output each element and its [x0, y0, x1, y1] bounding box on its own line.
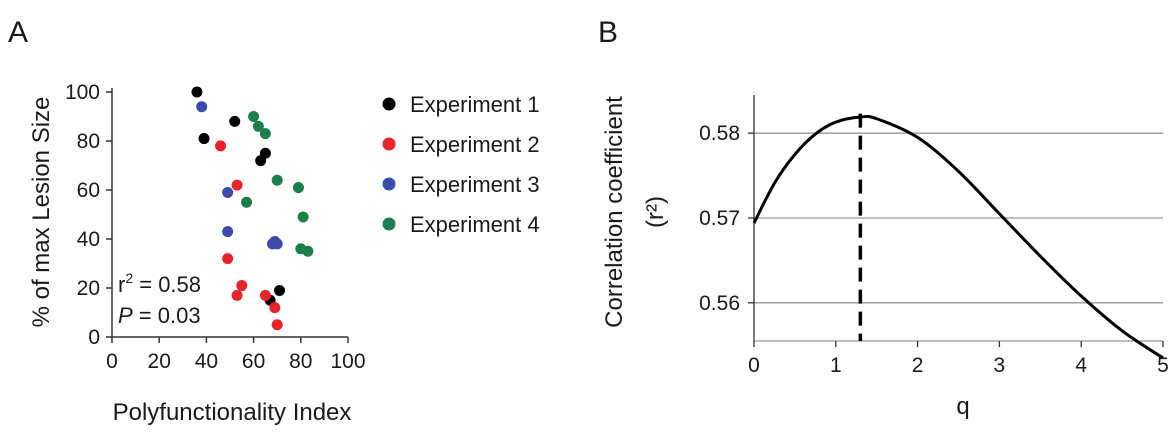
scatter-point — [292, 182, 304, 194]
legend-label: Experiment 4 — [410, 212, 540, 237]
r-squared-annotation: r2 = 0.58 — [118, 270, 201, 297]
scatter-point — [236, 280, 248, 292]
legend-marker — [382, 217, 396, 231]
panel-a-axes — [111, 88, 348, 338]
panel-a-y-tick-label: 60 — [77, 179, 100, 202]
panel-a-points — [191, 86, 314, 331]
scatter-point — [259, 147, 271, 159]
legend-label: Experiment 1 — [410, 92, 540, 117]
legend-marker — [382, 137, 396, 151]
legend-marker — [382, 97, 396, 111]
panel-b-x-tick-label: 4 — [1075, 354, 1087, 377]
scatter-point — [222, 186, 234, 198]
panel-a-x-tick-label: 80 — [289, 350, 312, 373]
panel-a-legend: Experiment 1 Experiment 2 Experiment 3 Expe… — [382, 92, 540, 237]
legend-label: Experiment 2 — [410, 132, 540, 157]
panel-b-ticks: 0 1 2 3 4 5 0.56 0.57 0.58 — [699, 122, 1169, 377]
scatter-point — [191, 86, 203, 98]
panel-a-x-axis-label: Polyfunctionality Index — [113, 399, 352, 426]
panel-b-x-tick-label: 1 — [830, 354, 842, 377]
panel-b-y-axis-label-units: (r²) — [642, 196, 669, 228]
panel-a-x-tick-label: 40 — [195, 350, 218, 373]
scatter-point — [271, 174, 283, 186]
panel-a-y-tick-label: 100 — [65, 81, 100, 104]
panel-b-series — [752, 113, 1164, 360]
scatter-point — [259, 128, 271, 140]
panel-a-y-axis-label: % of max Lesion Size — [28, 97, 55, 328]
scatter-point — [274, 284, 286, 296]
p-value: = 0.03 — [133, 303, 201, 328]
panel-a-ticks: 0 20 40 60 80 100 0 20 40 60 80 100 — [65, 81, 366, 373]
panel-b-label: B — [598, 16, 618, 49]
r-squared-prefix: r — [118, 272, 125, 297]
scatter-point — [297, 211, 309, 223]
panel-a-x-tick-label: 60 — [242, 350, 265, 373]
legend-label: Experiment 3 — [410, 172, 540, 197]
scatter-point — [271, 238, 283, 250]
panel-b-y-tick-label: 0.58 — [699, 122, 740, 145]
scatter-point — [252, 120, 264, 132]
panel-a-y-tick-label: 40 — [77, 228, 100, 251]
panel-b-y-tick-label: 0.56 — [699, 292, 740, 315]
legend-marker — [382, 177, 396, 191]
scatter-point — [229, 115, 241, 127]
scatter-point — [302, 245, 314, 257]
panel-a-y-tick-label: 20 — [77, 277, 100, 300]
correlation-curve — [752, 114, 1164, 360]
p-symbol: P — [118, 303, 133, 328]
panel-b-y-axis-label: Correlation coefficient — [601, 96, 628, 328]
scatter-point — [241, 196, 253, 208]
panel-b-x-axis-label: q — [956, 393, 969, 420]
scatter-point — [248, 111, 260, 122]
panel-b-x-tick-label: 0 — [748, 354, 760, 377]
panel-a-x-tick-label: 0 — [106, 350, 118, 373]
panel-a-x-tick-label: 100 — [330, 350, 365, 373]
panel-b-x-tick-label: 5 — [1157, 354, 1169, 377]
scatter-point — [196, 101, 208, 113]
r-squared-superscript: 2 — [125, 270, 133, 286]
panel-a-label: A — [8, 16, 28, 49]
scatter-point — [231, 289, 243, 301]
panel-b-x-tick-label: 2 — [912, 354, 924, 377]
panel-a-y-tick-label: 0 — [88, 326, 100, 349]
panel-b-x-tick-label: 3 — [994, 354, 1006, 377]
panel-a-y-tick-label: 80 — [77, 130, 100, 153]
scatter-point — [222, 226, 234, 238]
p-value-annotation: P = 0.03 — [118, 303, 201, 328]
panel-a-x-tick-label: 20 — [148, 350, 171, 373]
panel-b-grid — [754, 132, 1163, 304]
scatter-point — [259, 289, 271, 301]
r-squared-value: = 0.58 — [133, 272, 201, 297]
panel-b-y-tick-label: 0.57 — [699, 207, 740, 230]
scatter-point — [222, 253, 234, 265]
scatter-point — [198, 133, 210, 145]
scatter-point — [231, 179, 243, 191]
scatter-point — [269, 302, 281, 314]
scatter-point — [215, 140, 227, 152]
scatter-point — [271, 319, 283, 331]
